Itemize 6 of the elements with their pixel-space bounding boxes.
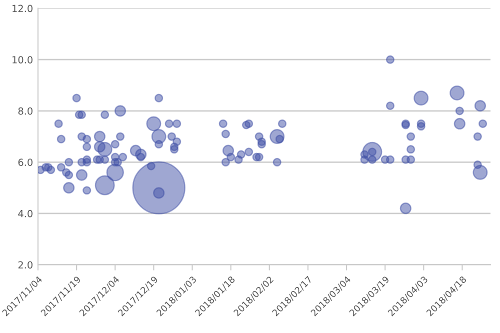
y-tick-label: 2.0: [18, 261, 32, 269]
y-tick-label: 10.0: [12, 56, 32, 64]
y-tick-label: 8.0: [18, 107, 32, 115]
y-tick-label: 6.0: [18, 158, 32, 166]
y-tick-label: 12.0: [12, 4, 32, 12]
y-tick-label: 4.0: [18, 210, 32, 218]
